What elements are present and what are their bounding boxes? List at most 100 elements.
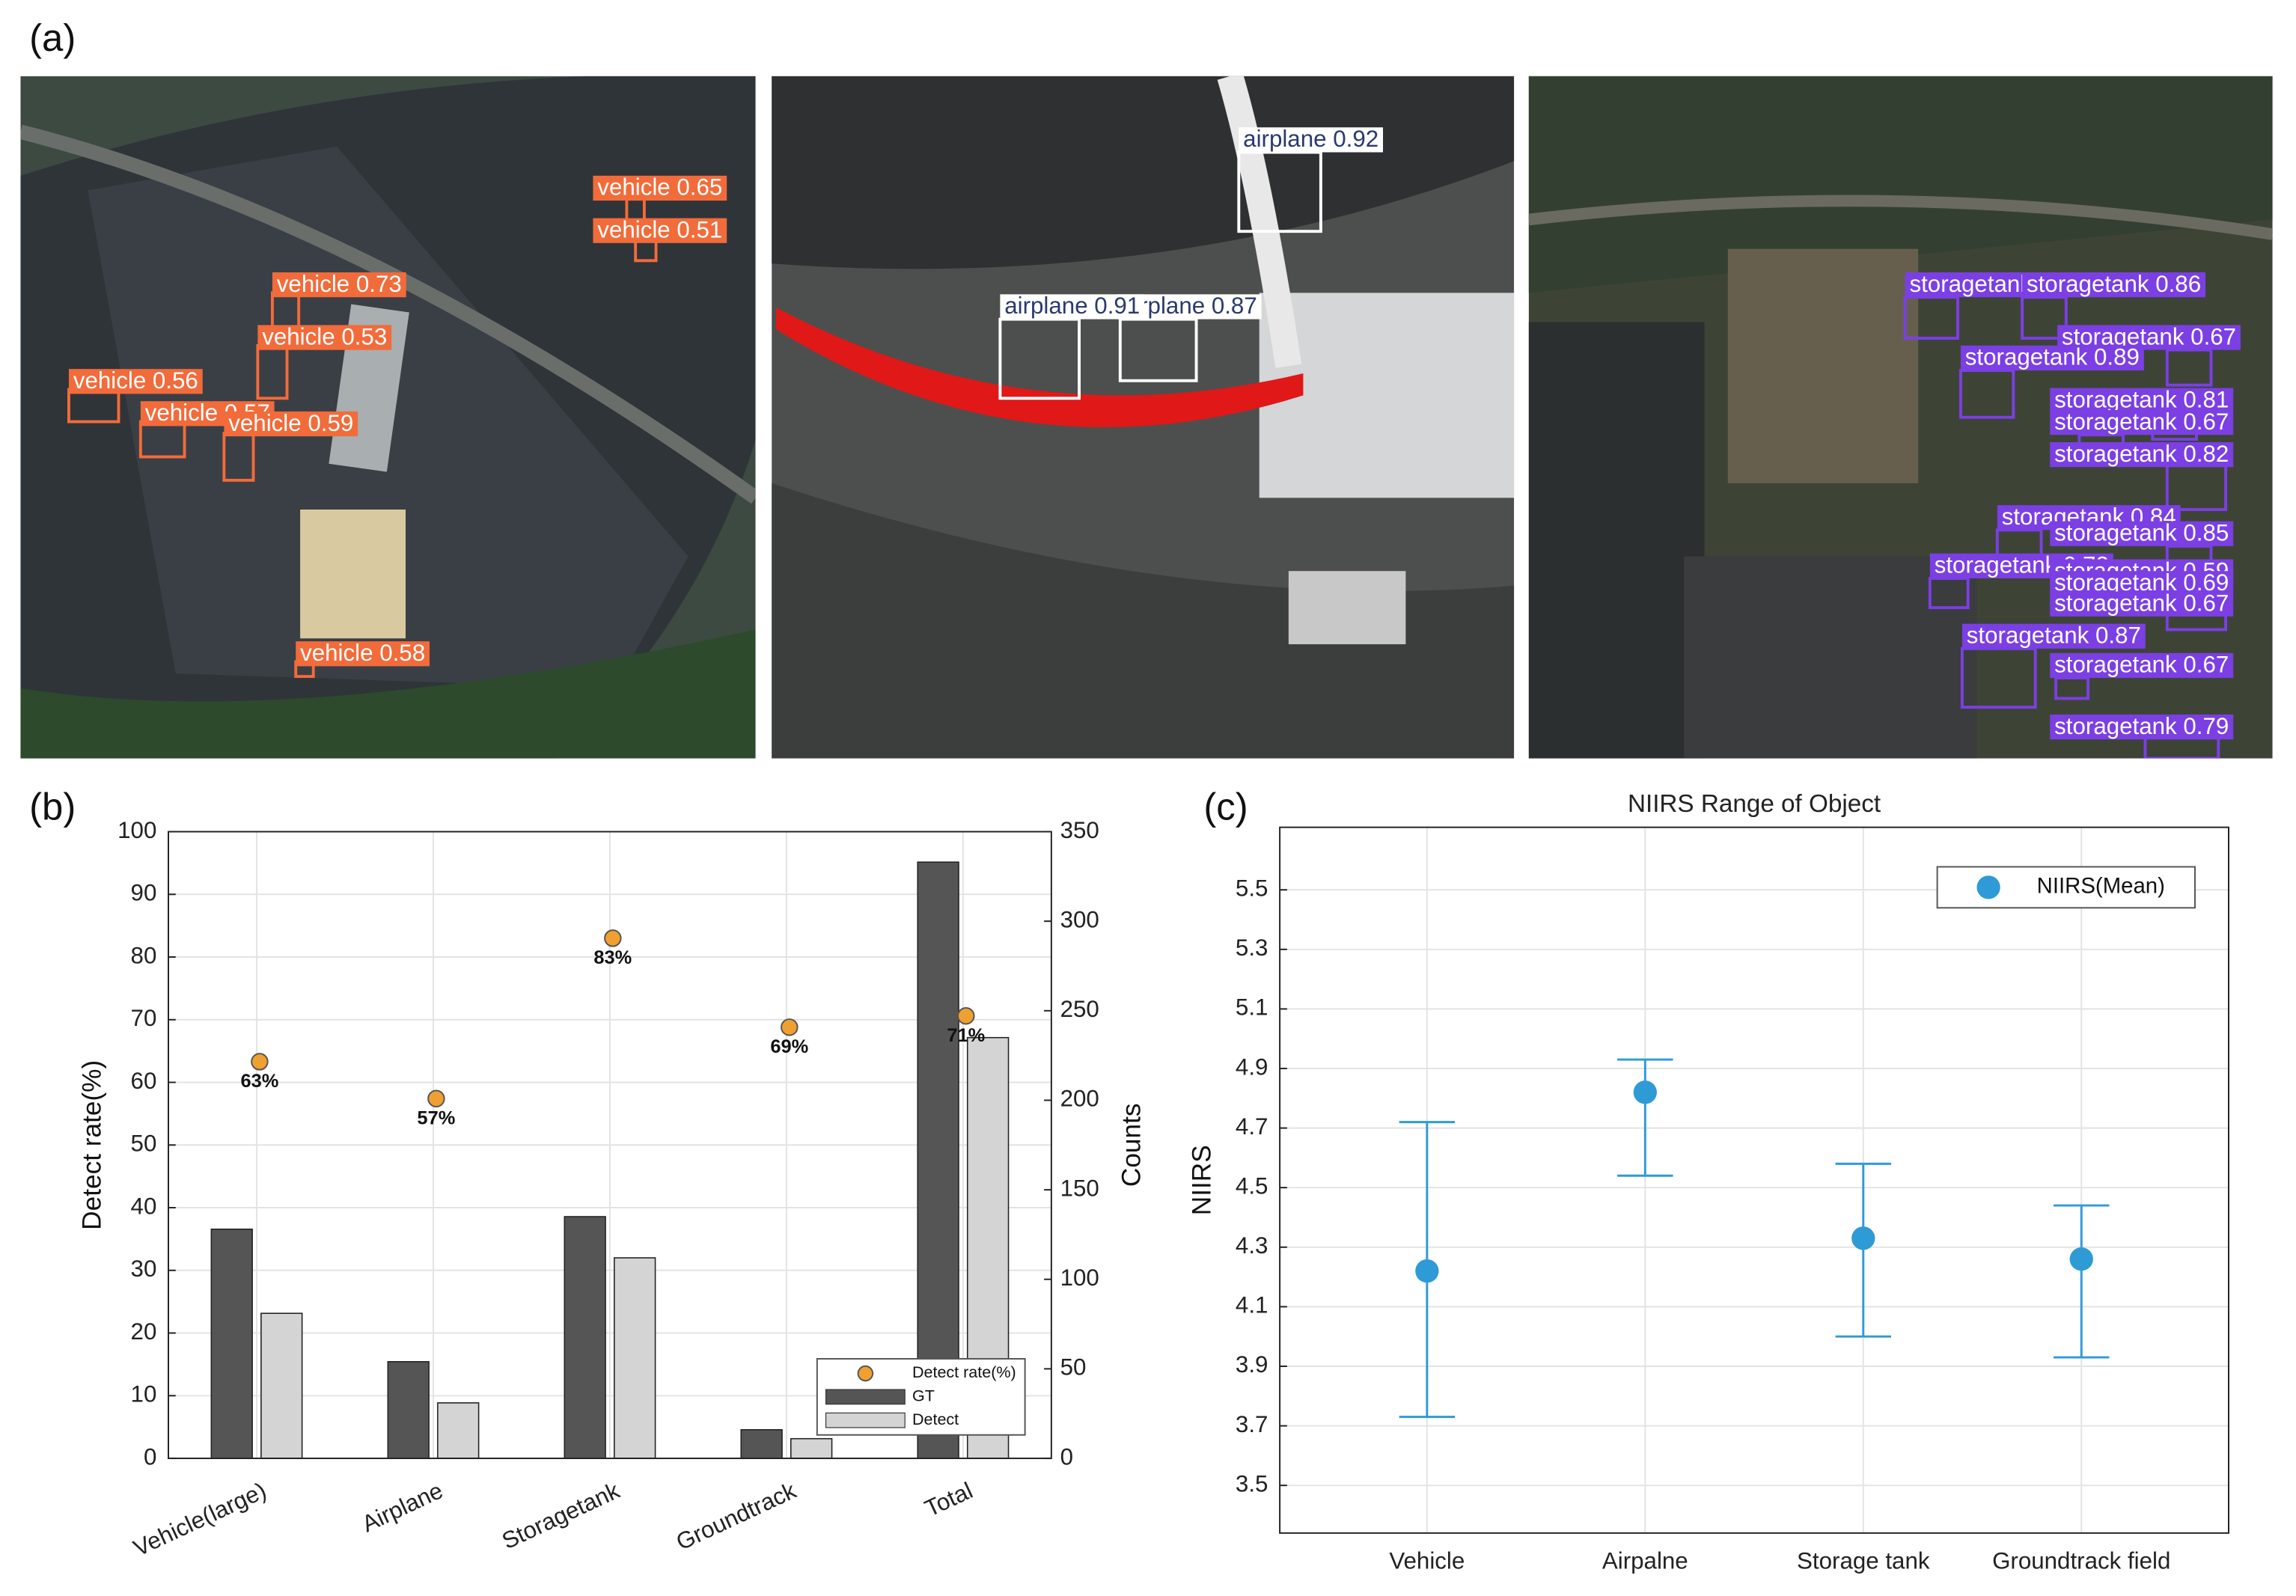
x-tick-label: Storage tank <box>1797 1547 1930 1574</box>
detection-label: vehicle 0.59 <box>228 410 353 436</box>
detection-label: storagetank 0.81 <box>2054 386 2229 412</box>
mean-dot <box>1633 1080 1657 1104</box>
x-tick-label: Groundtrack <box>672 1477 800 1556</box>
detection-label-bg <box>1960 345 2144 371</box>
y2-tick-label: 150 <box>1060 1175 1099 1201</box>
detection-label: vehicle 0.73 <box>277 271 402 297</box>
y-tick-label: 4.9 <box>1236 1054 1268 1080</box>
bar <box>564 1216 606 1459</box>
detection-label: storagetank 0.67 <box>2054 652 2229 678</box>
bar <box>387 1361 430 1459</box>
detection-label-bg <box>2050 714 2234 740</box>
detection-label: storagetank 0.69 <box>2054 569 2229 596</box>
value-label: 69% <box>770 1036 808 1057</box>
legend-label: Detect rate(%) <box>912 1363 1016 1381</box>
y-tick-label: 5.1 <box>1236 994 1268 1021</box>
legend-marker <box>825 1412 906 1428</box>
y-tick-label: 20 <box>131 1318 157 1345</box>
y-axis-label: NIIRS <box>1188 1145 1217 1215</box>
x-tick-label: Airplane <box>358 1477 447 1537</box>
y-tick-label: 40 <box>131 1193 157 1219</box>
y2-tick-label: 50 <box>1060 1354 1087 1381</box>
detection-label: storagetank 0.86 <box>2027 271 2201 297</box>
detection-label-bg <box>224 411 358 437</box>
value-label: 71% <box>947 1025 985 1046</box>
value-label: 57% <box>417 1107 455 1128</box>
bar <box>790 1437 833 1459</box>
chart-title: NIIRS Range of Object <box>1628 790 1881 818</box>
mean-dot <box>1415 1259 1439 1283</box>
detection-label: airplane 0.92 <box>1243 126 1378 152</box>
legend-label: GT <box>912 1387 935 1405</box>
y-axis-label: Detect rate(%) <box>78 1060 107 1230</box>
y-tick-label: 90 <box>131 880 157 906</box>
y-tick-label: 30 <box>131 1256 157 1282</box>
charts: (a) (b) (c) Vehicle(large) Airplane Storageta… <box>29 16 2229 1574</box>
detection-label-bg <box>272 272 406 298</box>
rate-dot <box>957 1007 975 1025</box>
rate-dot <box>251 1053 269 1071</box>
legend-marker <box>825 1389 906 1405</box>
satellite-image <box>772 76 1515 759</box>
y-tick-label: 3.5 <box>1236 1470 1268 1496</box>
y2-tick-label: 0 <box>1060 1443 1073 1470</box>
detection-label: storagetank 0.79 <box>2054 713 2229 739</box>
y-tick-label: 5.3 <box>1236 935 1268 961</box>
x-tick-label: Vehicle <box>1389 1547 1465 1574</box>
x-tick-label: Airpalne <box>1602 1547 1688 1574</box>
detection-label-bg <box>2050 652 2234 679</box>
y-tick-label: 70 <box>131 1005 157 1031</box>
bar <box>614 1257 656 1459</box>
y-tick-label: 4.1 <box>1236 1292 1268 1318</box>
detection-label: vehicle 0.56 <box>73 367 198 394</box>
axes-frame <box>168 831 1052 1460</box>
detection-label: vehicle 0.65 <box>597 174 722 201</box>
detection-label: airplane 0.91 <box>1004 293 1140 319</box>
legend-label: Detect <box>912 1410 959 1428</box>
mean-dot <box>1851 1226 1875 1250</box>
detection-label: storagetank 0.87 <box>1967 623 2141 649</box>
y2-axis-label: Counts <box>1117 1103 1147 1187</box>
rate-dot <box>781 1018 799 1036</box>
y-tick-label: 5.5 <box>1236 875 1268 901</box>
y-tick-label: 100 <box>117 817 156 843</box>
detection-label-bg <box>2050 409 2234 435</box>
bar <box>437 1402 480 1459</box>
value-label: 63% <box>240 1071 278 1092</box>
y2-tick-label: 100 <box>1060 1265 1099 1291</box>
bar <box>740 1428 783 1459</box>
legend-marker <box>857 1365 874 1382</box>
rate-dot <box>604 929 622 947</box>
detection-label: storagetank 0.67 <box>2062 323 2236 349</box>
detection-label-bg <box>2050 591 2234 617</box>
y-tick-label: 4.3 <box>1236 1232 1268 1259</box>
detection-label-bg <box>2022 272 2205 298</box>
panel-label: (b) <box>29 786 76 828</box>
value-label: 83% <box>593 947 632 968</box>
detection-label-bg <box>2050 521 2234 546</box>
panel-label: (c) <box>1203 786 1248 828</box>
detection-label: storagetank 0.85 <box>2054 520 2229 546</box>
detection-label: vehicle 0.58 <box>300 640 425 666</box>
x-tick-label: Vehicle(large) <box>129 1477 270 1562</box>
y-tick-label: 10 <box>131 1381 157 1407</box>
y2-tick-label: 200 <box>1060 1086 1099 1112</box>
detection-label-bg <box>1239 127 1384 153</box>
y-tick-label: 80 <box>131 942 157 968</box>
detection-label-bg <box>257 325 392 350</box>
detections: vehicle 0.65 vehicle 0.51 vehicle 0.73 vehi… <box>67 126 2241 759</box>
y2-tick-label: 250 <box>1060 996 1099 1022</box>
detection-label-bg <box>68 369 203 394</box>
rate-dot <box>427 1089 445 1108</box>
detection-label: vehicle 0.51 <box>597 216 722 242</box>
x-tick-label: Storagetank <box>498 1477 623 1554</box>
detection-label-bg <box>1961 623 2146 649</box>
detection-label-bg <box>2050 388 2234 413</box>
x-tick-label: Total <box>920 1477 977 1522</box>
y-tick-label: 60 <box>131 1068 157 1094</box>
bar <box>260 1312 303 1459</box>
legend-label: NIIRS(Mean) <box>2037 874 2165 899</box>
bar-chart: Vehicle(large) Airplane Storagetank Groundt… <box>78 817 1147 1562</box>
